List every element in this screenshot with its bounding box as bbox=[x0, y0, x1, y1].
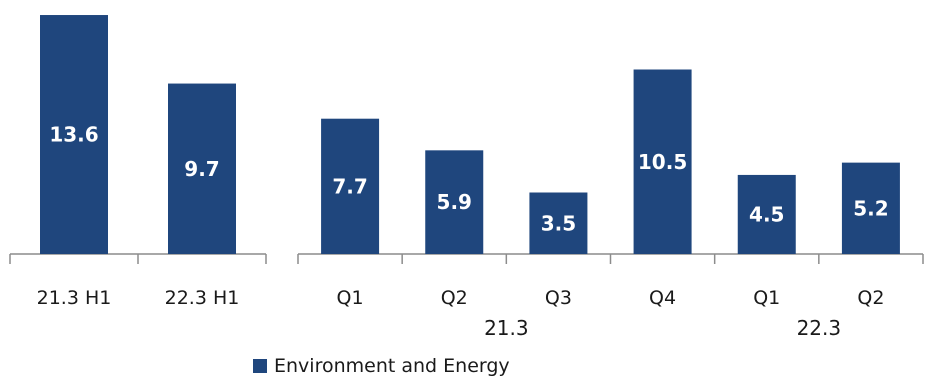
x-tick-label: Q2 bbox=[441, 287, 468, 309]
legend-label: Environment and Energy bbox=[274, 355, 510, 377]
x-tick-label: Q3 bbox=[545, 287, 572, 309]
bar bbox=[425, 150, 484, 254]
bar bbox=[168, 83, 236, 254]
data-label: 5.9 bbox=[437, 190, 472, 214]
x-tick-label: Q2 bbox=[857, 287, 884, 309]
data-label: 13.6 bbox=[49, 123, 98, 147]
bar bbox=[40, 15, 108, 255]
x-tick-label: Q1 bbox=[337, 287, 364, 309]
bar bbox=[321, 118, 380, 254]
x-group-label: 22.3 bbox=[797, 316, 842, 340]
x-group-label: 21.3 bbox=[484, 316, 529, 340]
data-label: 9.7 bbox=[184, 157, 219, 181]
data-label: 7.7 bbox=[332, 174, 367, 198]
data-label: 5.2 bbox=[853, 196, 888, 220]
legend-swatch bbox=[253, 359, 267, 373]
x-tick-label: Q4 bbox=[649, 287, 676, 309]
bar bbox=[633, 69, 692, 254]
x-tick-label: 21.3 H1 bbox=[37, 287, 112, 309]
bar bbox=[737, 174, 796, 254]
data-label: 3.5 bbox=[541, 211, 576, 235]
x-tick-label: 22.3 H1 bbox=[165, 287, 240, 309]
data-label: 10.5 bbox=[638, 150, 687, 174]
bar bbox=[529, 192, 588, 254]
data-label: 4.5 bbox=[749, 202, 784, 226]
legend: Environment and Energy bbox=[253, 355, 510, 377]
x-tick-label: Q1 bbox=[753, 287, 780, 309]
bar bbox=[841, 162, 900, 254]
